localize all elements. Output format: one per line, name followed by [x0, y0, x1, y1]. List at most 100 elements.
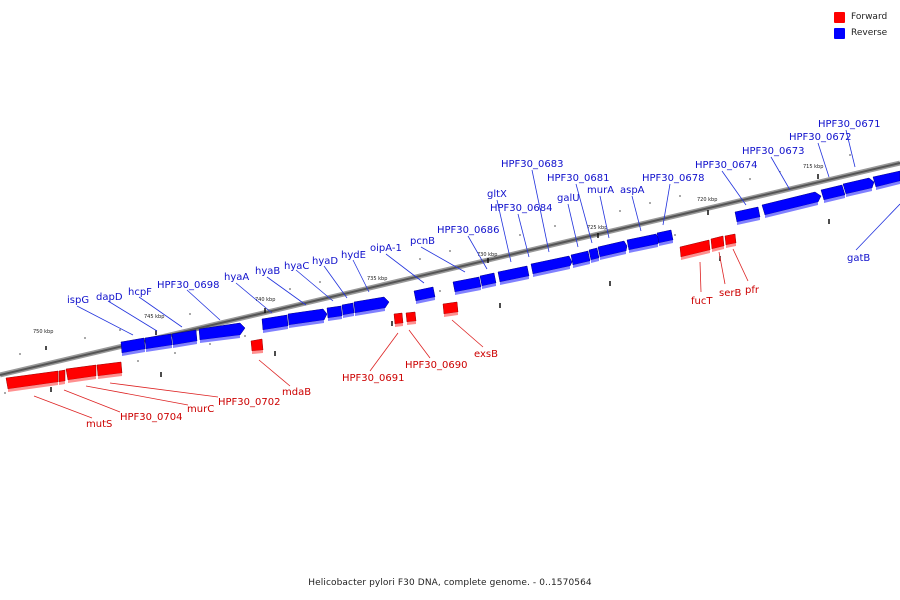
gene-shadow — [600, 251, 626, 260]
genome-caption: Helicobacter pylori F30 DNA, complete ge… — [308, 578, 592, 588]
gene-shadow — [173, 341, 197, 348]
gene-shadow — [737, 217, 760, 225]
gene-label: hyaA — [224, 272, 249, 283]
gene-label: HPF30_0672 — [789, 132, 851, 143]
gene-label: hydE — [341, 250, 366, 261]
gene-label: pcnB — [410, 236, 435, 247]
gene-label: HPF30_0684 — [490, 203, 552, 214]
gene-shadow — [726, 243, 736, 248]
gene-shadow — [500, 276, 529, 285]
gene-shadow — [416, 297, 435, 304]
gene-shadow — [591, 258, 599, 263]
gene-label: HPF30_0678 — [642, 173, 704, 184]
gene-shadow — [68, 376, 96, 383]
scale-label: 720 kbp — [697, 197, 717, 203]
gene-shadow — [289, 320, 324, 328]
gene-shadow — [343, 313, 354, 318]
gene-label: HPF30_0702 — [218, 397, 280, 408]
scale-label: 730 kbp — [477, 252, 497, 258]
gene-arrow — [287, 308, 328, 326]
reverse-swatch — [834, 27, 845, 39]
gene-label: hyaC — [284, 261, 309, 272]
gene-shadow — [846, 188, 872, 197]
gene-shadow — [659, 240, 673, 246]
gene-shadow — [876, 181, 900, 190]
forward-gene-labels: mutS HPF30_0704 murC HPF30_0702 mdaB HPF… — [86, 285, 760, 430]
gene-shadow — [824, 195, 845, 203]
reverse-leader-lines — [76, 129, 900, 336]
gene-shadow — [395, 323, 403, 327]
gene-label: HPF30_0690 — [405, 360, 467, 371]
gene-label: mdaB — [282, 387, 311, 398]
gene-label: HPF30_0698 — [157, 280, 219, 291]
gene-arrow — [842, 177, 875, 195]
reverse-genes — [120, 170, 900, 356]
gene-shadow — [482, 283, 496, 289]
gene-shadow — [146, 345, 172, 352]
gene-label: gltX — [487, 189, 507, 200]
legend-label-reverse: Reverse — [851, 28, 888, 38]
gene-label: aspA — [620, 185, 645, 196]
gene-arrow — [442, 301, 459, 315]
gene-shadow — [200, 335, 240, 343]
gene-label: fucT — [691, 296, 713, 307]
reverse-gene-labels: ispG dapD hcpF HPF30_0698 hyaA hyaB hyaC… — [67, 119, 880, 306]
gene-shadow — [355, 308, 385, 316]
gene-arrow — [588, 247, 600, 261]
gene-shadow — [252, 350, 263, 354]
gene-label: pfr — [745, 285, 760, 296]
gene-label: HPF30_0681 — [547, 173, 609, 184]
gene-shadow — [328, 316, 342, 321]
gene-shadow — [407, 321, 416, 325]
gene-arrow — [597, 240, 628, 258]
gene-label: murA — [587, 185, 614, 196]
gene-label: oipA-1 — [370, 243, 402, 254]
gene-label: dapD — [96, 292, 123, 303]
gene-label: galU — [557, 193, 580, 204]
gene-arrow — [393, 312, 404, 325]
scale-label: 740 kbp — [255, 297, 275, 303]
gene-label: mutS — [86, 419, 112, 430]
gene-shadow — [59, 381, 65, 385]
gene-shadow — [712, 246, 724, 252]
gene-shadow — [8, 382, 58, 392]
gene-shadow — [681, 250, 710, 260]
gene-shadow — [263, 326, 288, 333]
gene-label: HPF30_0674 — [695, 160, 757, 171]
gene-shadow — [629, 244, 658, 253]
gene-shadow — [455, 287, 481, 295]
gene-arrow — [58, 369, 66, 383]
gene-label: HPF30_0686 — [437, 225, 499, 236]
scale-label: 725 kbp — [587, 225, 607, 231]
scale-label: 715 kbp — [803, 164, 823, 170]
gene-label: exsB — [474, 349, 498, 360]
gene-arrow — [326, 305, 343, 319]
forward-leader-lines — [33, 248, 749, 419]
gene-label: gatB — [847, 253, 870, 264]
gene-arrow — [761, 191, 822, 216]
gene-shadow — [122, 349, 145, 356]
gene-label: murC — [187, 404, 214, 415]
gene-label: ispG — [67, 295, 89, 306]
gene-arrow — [353, 296, 390, 314]
gene-label: HPF30_0691 — [342, 373, 404, 384]
gene-arrow — [250, 338, 264, 352]
scale-labels: 750 kbp 745 kbp 740 kbp 735 kbp 730 kbp … — [33, 164, 823, 335]
gene-label: HPF30_0683 — [501, 159, 563, 170]
gene-shadow — [573, 261, 590, 268]
gene-arrow — [341, 302, 355, 316]
legend: Forward Reverse — [834, 9, 892, 41]
legend-item-reverse: Reverse — [834, 25, 892, 41]
gene-arrow — [405, 311, 417, 323]
gene-label: HPF30_0671 — [818, 119, 880, 130]
gene-label: hyaD — [312, 256, 338, 267]
gene-shadow — [98, 373, 122, 379]
gene-label: HPF30_0673 — [742, 146, 804, 157]
gene-arrow — [872, 170, 900, 188]
gene-shadow — [533, 266, 570, 277]
forward-swatch — [834, 11, 845, 23]
scale-label: 745 kbp — [144, 314, 164, 320]
gene-label: serB — [719, 288, 741, 299]
forward-genes — [5, 233, 737, 392]
